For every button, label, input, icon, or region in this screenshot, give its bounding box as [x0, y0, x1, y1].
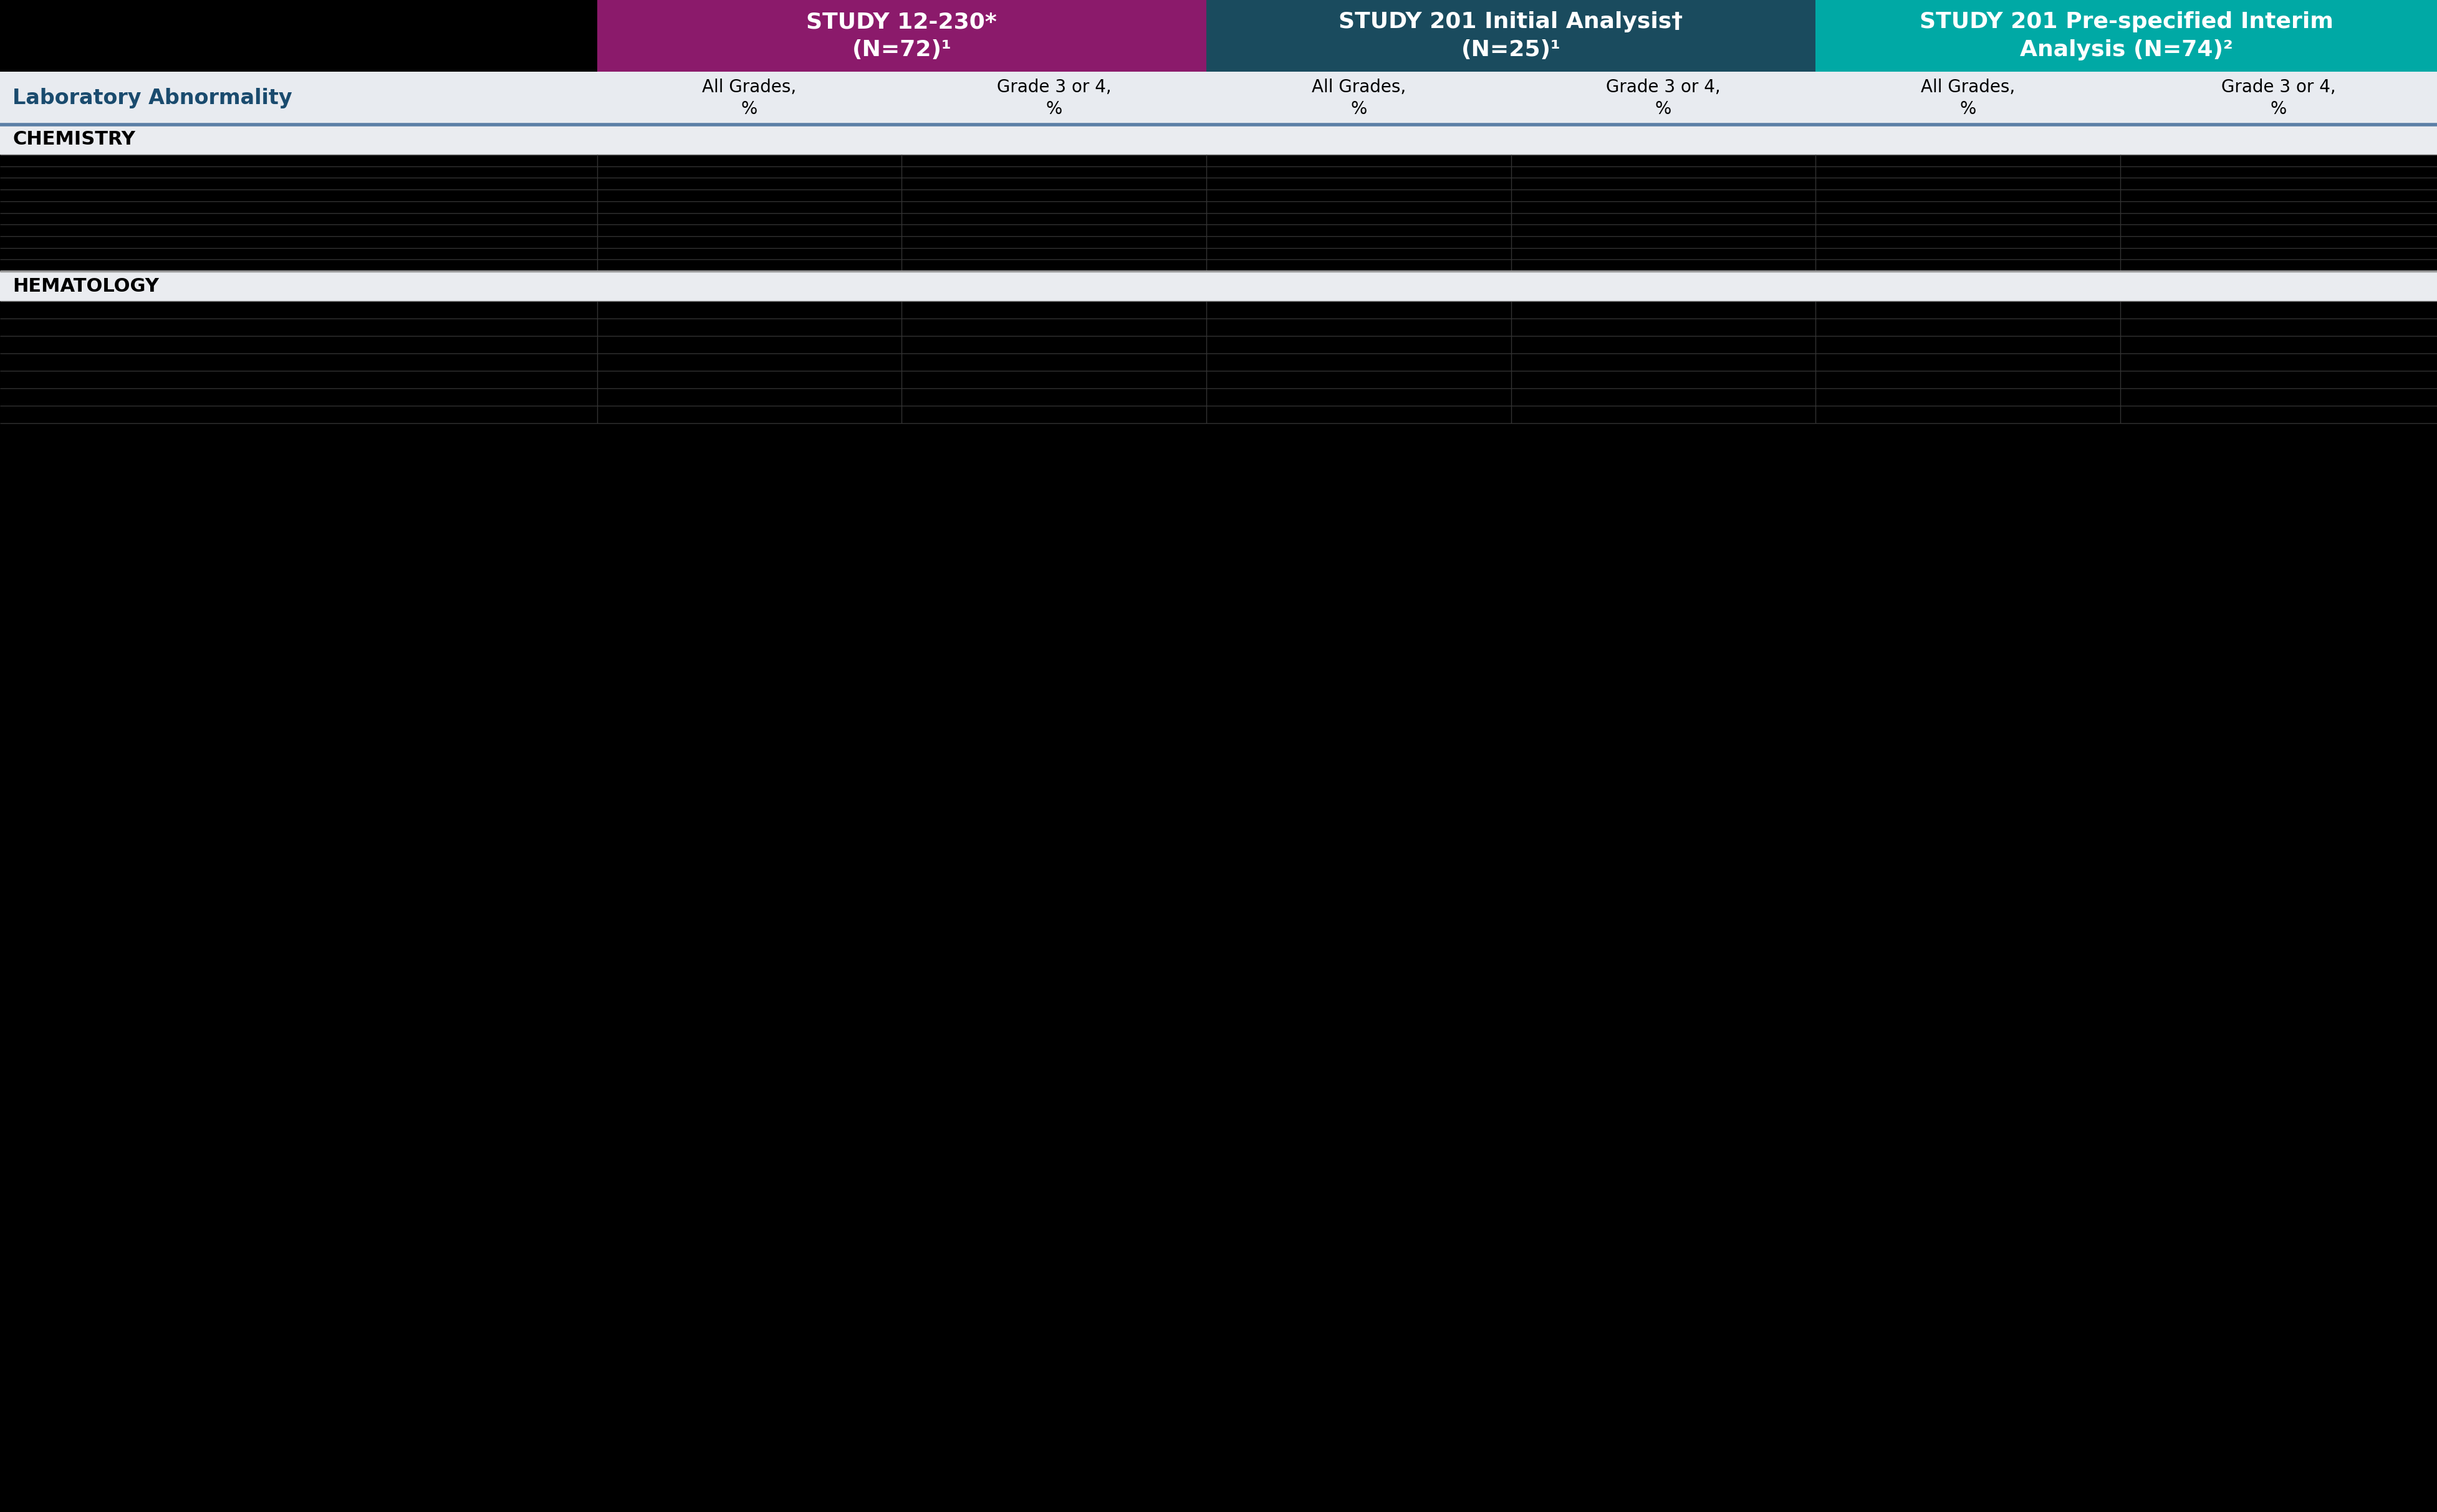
Text: HEMATOLOGY: HEMATOLOGY: [12, 277, 158, 295]
Bar: [0, 189, 2437, 201]
Bar: [0, 260, 2437, 271]
Bar: [0, 301, 2437, 319]
Text: STUDY 201 Initial Analysis†
(N=25)¹: STUDY 201 Initial Analysis† (N=25)¹: [1338, 11, 1684, 60]
Text: Grade 3 or 4,
%: Grade 3 or 4, %: [1606, 79, 1721, 118]
Text: STUDY 201 Pre-specified Interim
Analysis (N=74)²: STUDY 201 Pre-specified Interim Analysis…: [1920, 11, 2332, 60]
Bar: [0, 201, 2437, 213]
Bar: [1206, 0, 1816, 71]
Bar: [0, 0, 597, 71]
Text: CHEMISTRY: CHEMISTRY: [12, 130, 134, 148]
Text: Grade 3 or 4,
%: Grade 3 or 4, %: [997, 79, 1111, 118]
Bar: [0, 154, 2437, 166]
Bar: [0, 354, 2437, 370]
Text: STUDY 12-230*
(N=72)¹: STUDY 12-230* (N=72)¹: [807, 11, 997, 60]
Bar: [0, 248, 2437, 260]
Bar: [0, 319, 2437, 336]
Bar: [0, 389, 2437, 405]
Bar: [0, 124, 2437, 154]
Text: All Grades,
%: All Grades, %: [1920, 79, 2015, 118]
Bar: [0, 178, 2437, 189]
Bar: [0, 236, 2437, 248]
Bar: [0, 166, 2437, 178]
Bar: [0, 224, 2437, 236]
Bar: [597, 0, 1206, 71]
Bar: [0, 213, 2437, 224]
Text: Grade 3 or 4,
%: Grade 3 or 4, %: [2220, 79, 2337, 118]
Bar: [0, 405, 2437, 423]
Text: All Grades,
%: All Grades, %: [702, 79, 797, 118]
Text: Laboratory Abnormality: Laboratory Abnormality: [12, 88, 292, 109]
Bar: [0, 370, 2437, 389]
Bar: [0, 271, 2437, 301]
Bar: [0, 71, 2437, 124]
Text: All Grades,
%: All Grades, %: [1311, 79, 1406, 118]
Bar: [0, 336, 2437, 354]
Bar: [1816, 0, 2437, 71]
